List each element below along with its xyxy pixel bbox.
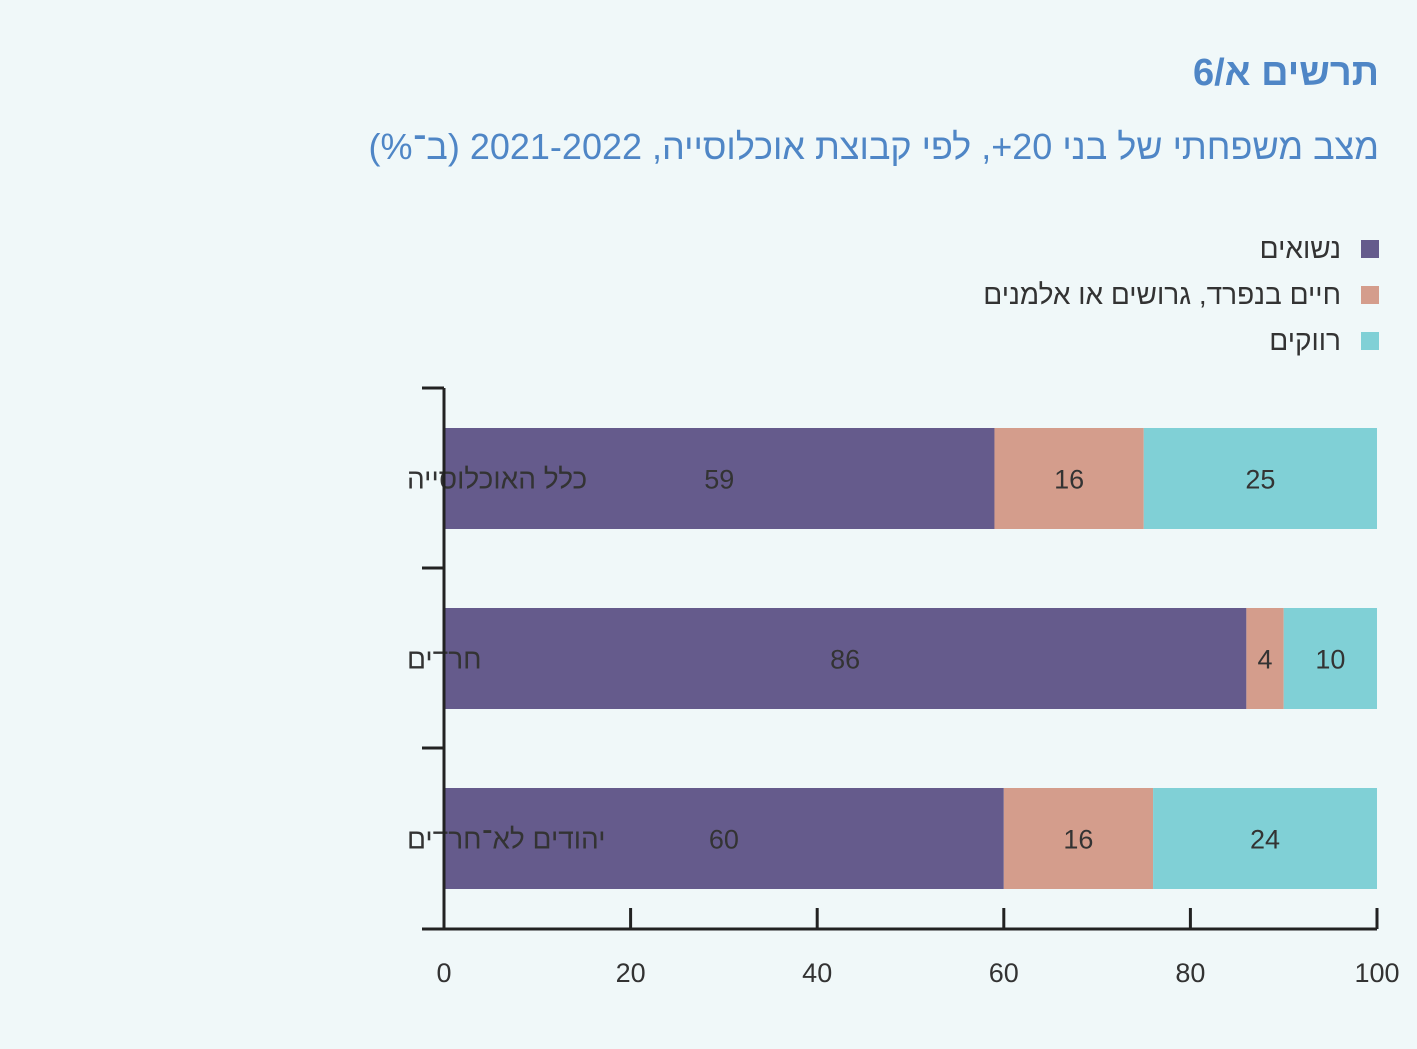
legend: נשואים חיים בנפרד, גרושים או אלמנים רווק… bbox=[983, 226, 1379, 364]
legend-swatch-married bbox=[1361, 240, 1379, 258]
x-tick-label: 80 bbox=[1175, 958, 1205, 988]
bar-segment bbox=[1003, 788, 1154, 889]
chart-title: תרשים א/6 bbox=[1192, 52, 1379, 94]
legend-item-single: רווקים bbox=[983, 318, 1379, 364]
chart-subtitle: מצב משפחתי של בני 20+, לפי קבוצת אוכלוסי… bbox=[368, 126, 1379, 167]
legend-label-single: רווקים bbox=[1269, 325, 1341, 356]
bar-segment bbox=[1283, 608, 1377, 709]
x-tick-label: 60 bbox=[989, 958, 1019, 988]
data-label: 59 bbox=[704, 465, 734, 495]
bar-segment bbox=[1153, 788, 1377, 889]
data-label: 25 bbox=[1245, 465, 1275, 495]
bar-segment bbox=[444, 788, 1004, 889]
x-tick-label: 0 bbox=[436, 958, 451, 988]
data-label: 24 bbox=[1250, 825, 1280, 855]
x-tick-label: 100 bbox=[1354, 958, 1399, 988]
legend-item-separated: חיים בנפרד, גרושים או אלמנים bbox=[983, 272, 1379, 318]
x-tick-label: 20 bbox=[616, 958, 646, 988]
legend-swatch-single bbox=[1361, 332, 1379, 350]
data-label: 16 bbox=[1063, 825, 1093, 855]
legend-label-separated: חיים בנפרד, גרושים או אלמנים bbox=[983, 279, 1341, 310]
bar-segment bbox=[444, 608, 1247, 709]
x-tick-label: 40 bbox=[802, 958, 832, 988]
data-label: 86 bbox=[830, 645, 860, 675]
legend-swatch-separated bbox=[1361, 286, 1379, 304]
data-label: 16 bbox=[1054, 465, 1084, 495]
bar-segment bbox=[1246, 608, 1284, 709]
bar-segment bbox=[994, 428, 1144, 529]
category-label: כלל האוכלוסייה bbox=[407, 464, 587, 495]
legend-item-married: נשואים bbox=[983, 226, 1379, 272]
data-label: 10 bbox=[1315, 645, 1345, 675]
bar-segment bbox=[1143, 428, 1377, 529]
legend-label-married: נשואים bbox=[1259, 233, 1341, 264]
bar-segment bbox=[444, 428, 995, 529]
data-label: 4 bbox=[1258, 645, 1273, 675]
data-label: 60 bbox=[709, 825, 739, 855]
category-label: יהודים לא־חרדים bbox=[407, 824, 605, 855]
